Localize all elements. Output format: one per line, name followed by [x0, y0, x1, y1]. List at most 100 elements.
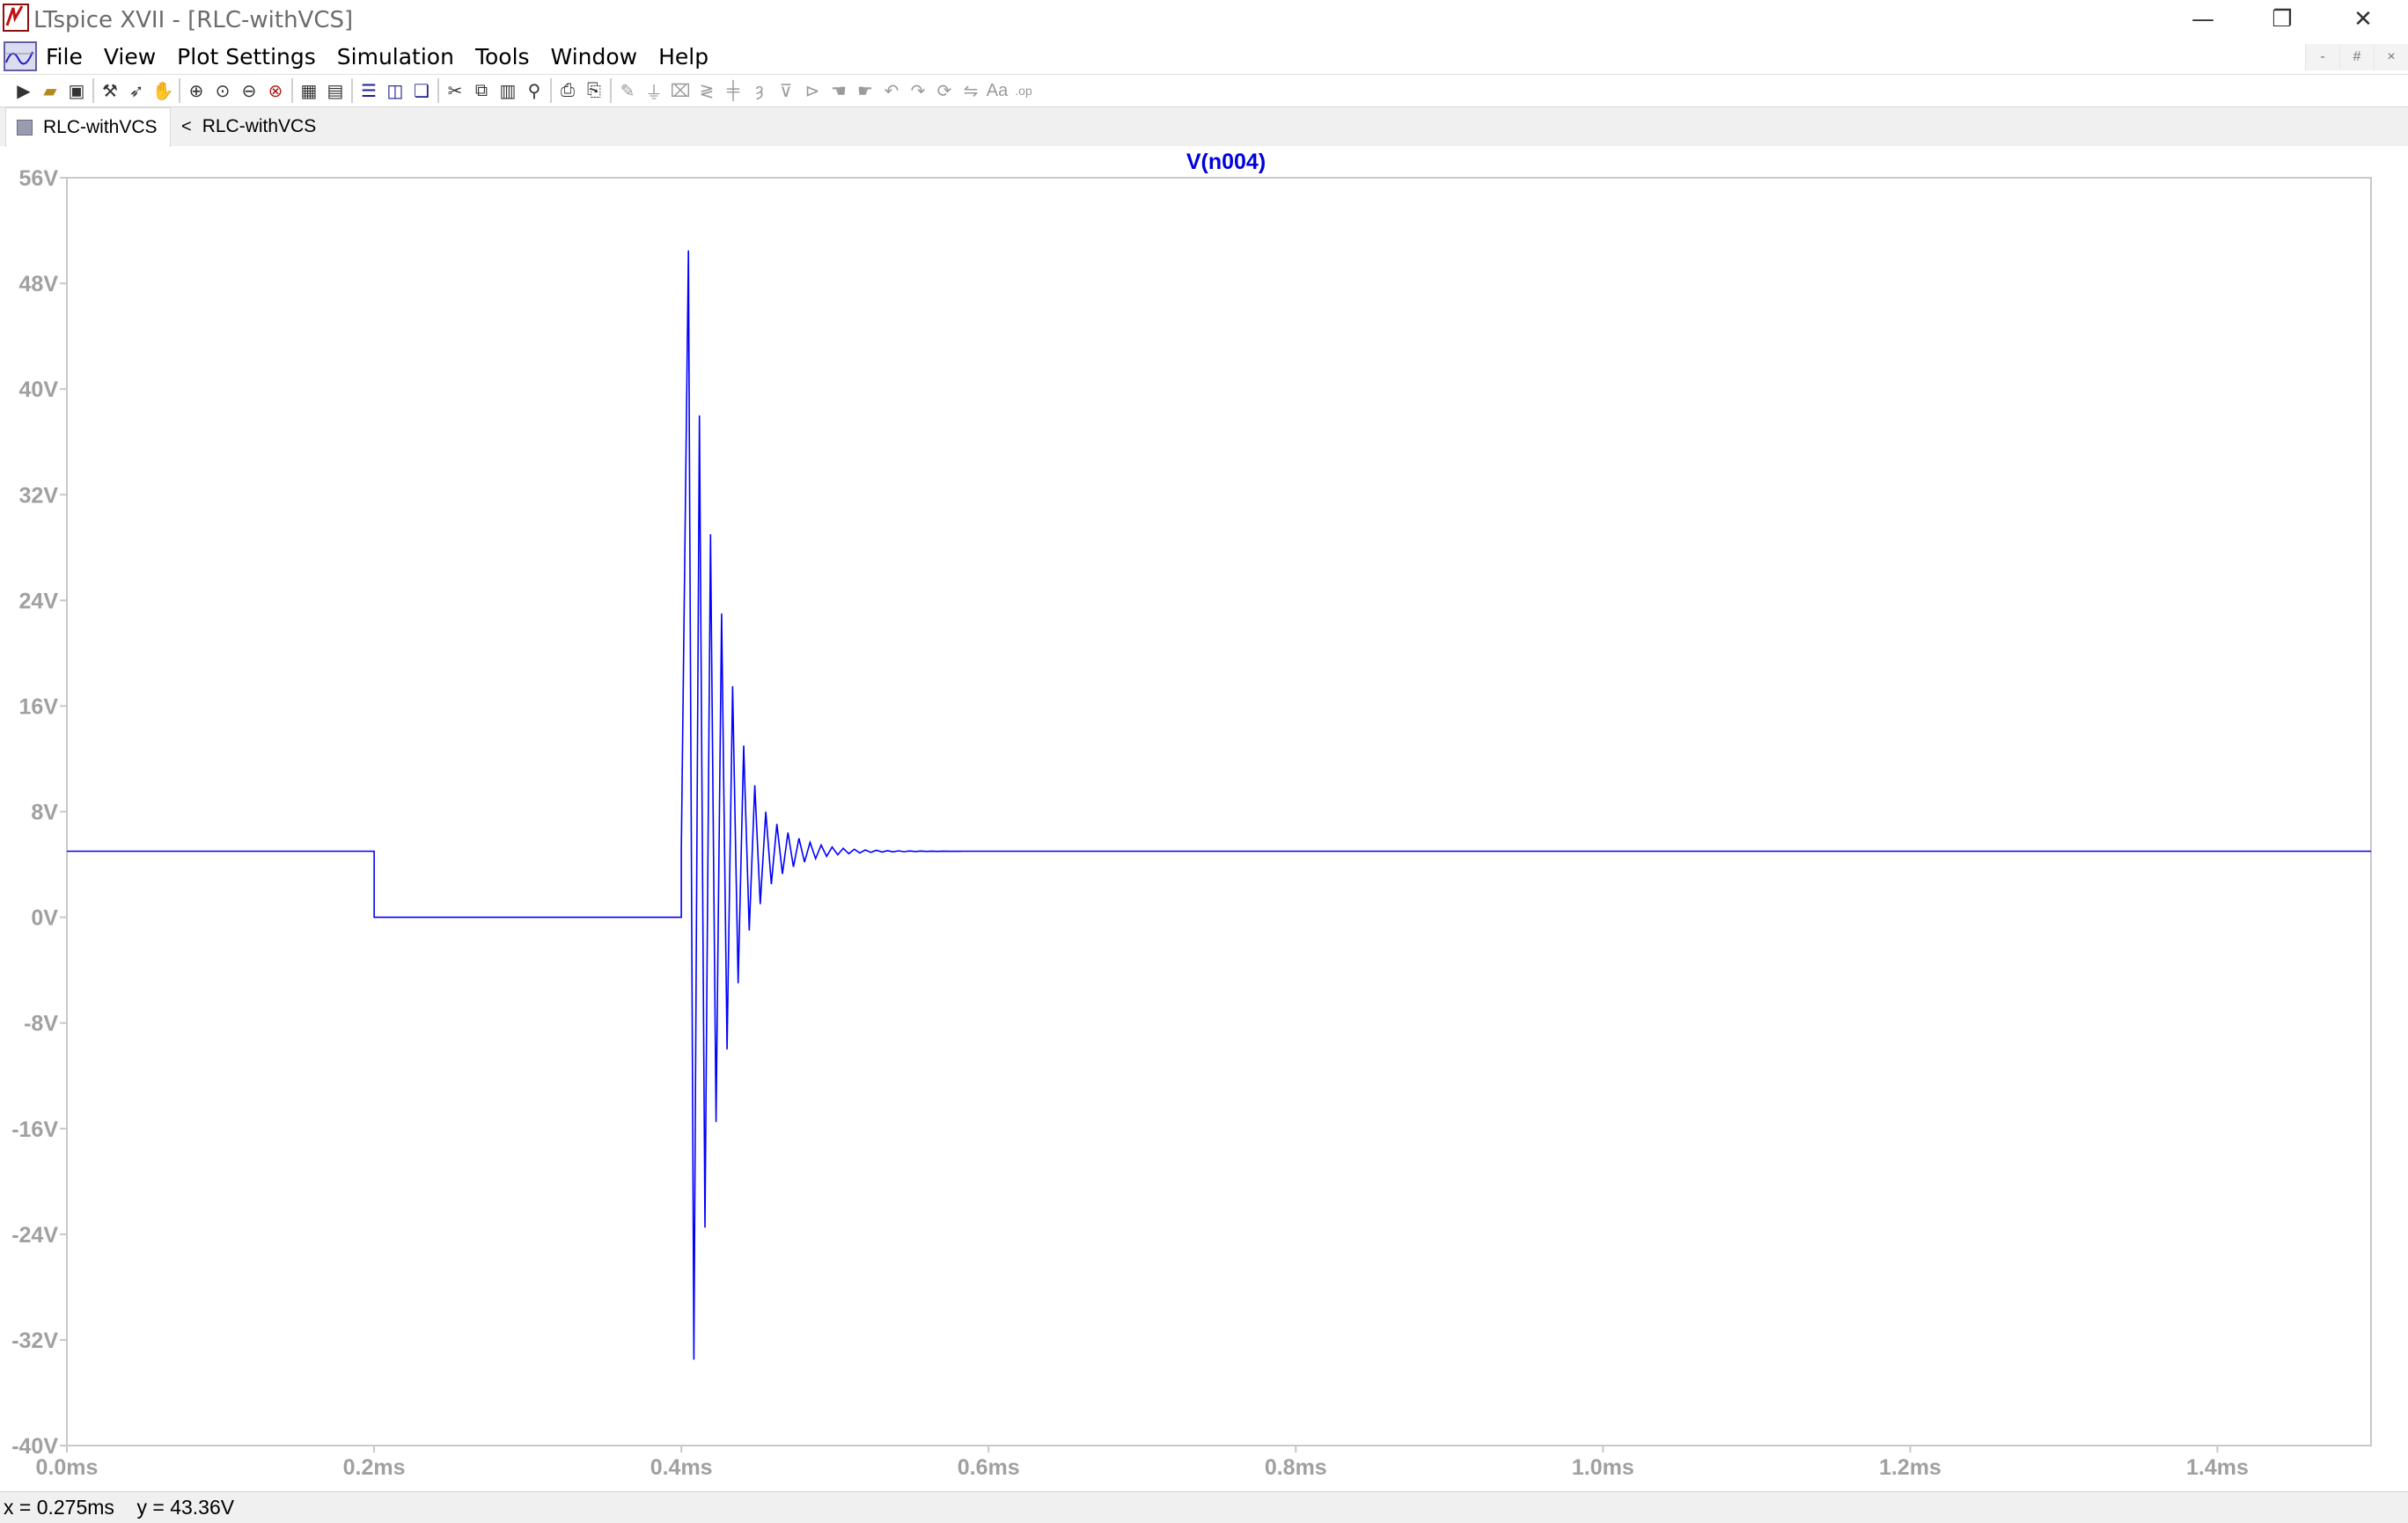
y-tick-label: 8V	[31, 801, 58, 825]
zoom-out-icon[interactable]: ⊖	[241, 81, 257, 101]
status-bar: x = 0.275ms y = 43.36V	[0, 1491, 2408, 1523]
y-tick-label: -8V	[24, 1012, 58, 1036]
y-tick-label: -16V	[11, 1117, 58, 1142]
cursor-readout: x = 0.275ms y = 43.36V	[4, 1496, 234, 1519]
x-tick-label: 0.8ms	[1265, 1455, 1327, 1480]
inductor-icon[interactable]: ȝ	[755, 80, 764, 100]
mdi-controls: - # ×	[2305, 44, 2408, 70]
waveform-window-icon[interactable]	[4, 41, 37, 71]
x-tick-label: 0.6ms	[958, 1455, 1020, 1480]
trace-title: V(n004)	[1186, 150, 1266, 174]
menu-view[interactable]: View	[103, 44, 157, 70]
mirror-icon[interactable]: ⇋	[963, 81, 979, 101]
toolbar-separator	[92, 78, 94, 103]
move-icon[interactable]: ☚	[831, 81, 847, 101]
text-icon[interactable]: Aa	[986, 80, 1009, 100]
menu-tools[interactable]: Tools	[474, 44, 530, 70]
y-tick-label: 56V	[19, 166, 59, 191]
toolbar-separator	[550, 78, 552, 103]
ground-icon[interactable]: ⏚	[645, 83, 663, 103]
open-icon[interactable]: ▰	[43, 81, 57, 101]
mdi-restore-button[interactable]: #	[2339, 44, 2374, 70]
toolbar: ▶ ▰ ▣ ⚒ ➶ ✋ ⊕ ⊙ ⊖ ⊗ ▦ ▤ ☰ ◫ ❏ ✂ ⧉ ▥ ⚲ ⎙ …	[0, 75, 2408, 108]
undo-icon[interactable]: ↶	[884, 81, 899, 101]
toolbar-separator	[437, 78, 439, 103]
restore-button[interactable]: ❐	[2272, 6, 2293, 33]
menu-help[interactable]: Help	[658, 44, 709, 70]
y-tick-label: 40V	[19, 377, 59, 402]
y-tick-label: 32V	[19, 483, 59, 508]
grid-icon[interactable]: ▤	[327, 81, 344, 101]
menu-file[interactable]: File	[46, 44, 83, 70]
x-readout: x = 0.275ms	[4, 1496, 114, 1519]
y-tick-label: 16V	[19, 694, 59, 719]
plot-frame	[66, 177, 2372, 1446]
title-bar: LTspice XVII - [RLC-withVCS] — ❐ ✕	[0, 0, 2408, 39]
mdi-close-button[interactable]: ×	[2374, 44, 2408, 70]
paste-icon[interactable]: ▥	[499, 81, 517, 101]
drag-icon[interactable]: ☛	[857, 81, 873, 101]
diode-icon[interactable]: ⊽	[779, 81, 793, 101]
x-tick-label: 1.2ms	[1879, 1455, 1942, 1480]
spice-directive-icon[interactable]: .op	[1015, 84, 1032, 98]
wire-icon[interactable]: ✎	[620, 81, 635, 101]
new-schematic-icon[interactable]: ▶	[17, 81, 31, 101]
y-tick-label: 48V	[19, 272, 59, 297]
print-icon[interactable]: ⎙	[561, 80, 575, 100]
find-icon[interactable]: ⚲	[527, 81, 541, 101]
tab-bar: RLC-withVCS < RLC-withVCS	[0, 107, 2408, 147]
cut-icon[interactable]: ✂	[447, 81, 463, 101]
zoom-in-icon[interactable]: ⊕	[188, 81, 204, 101]
y-readout: y = 43.36V	[136, 1496, 235, 1519]
y-tick-label: -24V	[11, 1223, 58, 1248]
tab-label: RLC-withVCS	[43, 117, 158, 137]
toolbar-separator	[179, 78, 180, 103]
run-icon[interactable]: ➶	[128, 81, 144, 101]
zoom-area-icon[interactable]: ⊙	[215, 81, 231, 101]
zoom-fit-icon[interactable]: ⊗	[268, 81, 283, 101]
toolbar-separator	[610, 78, 612, 103]
control-panel-icon[interactable]: ⚒	[102, 81, 118, 101]
x-tick-label: 0.2ms	[343, 1455, 406, 1480]
waveform-plot[interactable]: V(n004) 56V 48V 40V 32V 24V 16V 8V 0V -8V -16V -24V…	[0, 146, 2408, 1490]
toolbar-file-group: ▶ ▰ ▣ ⚒ ➶ ✋ ⊕ ⊙ ⊖ ⊗ ▦ ▤ ☰ ◫ ❏ ✂ ⧉ ▥ ⚲ ⎙ …	[11, 78, 1037, 103]
halt-icon[interactable]: ✋	[151, 81, 174, 101]
tab-waveform[interactable]: RLC-withVCS	[5, 107, 171, 147]
tab-schematic[interactable]: < RLC-withVCS	[173, 107, 325, 146]
toolbar-separator	[291, 78, 293, 103]
component-icon[interactable]: ⊳	[804, 81, 820, 101]
tab-label: RLC-withVCS	[202, 116, 317, 136]
y-tick-label: 24V	[19, 589, 59, 613]
autorange-icon[interactable]: ▦	[300, 81, 318, 101]
print-setup-icon[interactable]: ⎘	[587, 80, 601, 100]
menu-window[interactable]: Window	[550, 44, 638, 70]
toolbar-separator	[351, 78, 353, 103]
minimize-button[interactable]: —	[2191, 6, 2214, 33]
resistor-icon[interactable]: ≷	[699, 81, 715, 101]
save-icon[interactable]: ▣	[68, 81, 85, 101]
cascade-icon[interactable]: ❏	[414, 81, 429, 101]
schematic-tab-icon: <	[181, 116, 192, 136]
copy-icon[interactable]: ⧉	[474, 80, 488, 100]
tile-horizontal-icon[interactable]: ☰	[361, 81, 377, 101]
menu-simulation[interactable]: Simulation	[336, 44, 454, 70]
label-icon[interactable]: ⌧	[670, 81, 691, 101]
x-tick-label: 0.4ms	[650, 1455, 713, 1480]
waveform-tab-icon	[17, 120, 33, 135]
redo-icon[interactable]: ↷	[910, 81, 926, 101]
x-tick-label: 1.4ms	[2186, 1455, 2249, 1480]
x-tick-label: 1.0ms	[1572, 1455, 1634, 1480]
y-tick-label: -40V	[11, 1434, 58, 1459]
y-tick-label: -32V	[11, 1329, 58, 1353]
close-button[interactable]: ✕	[2353, 6, 2373, 33]
mdi-minimize-button[interactable]: -	[2305, 44, 2339, 70]
x-tick-label: 0.0ms	[36, 1455, 99, 1480]
ltspice-logo-icon	[3, 4, 29, 32]
menu-plot-settings[interactable]: Plot Settings	[177, 44, 316, 70]
capacitor-icon[interactable]: ╪	[726, 80, 740, 100]
menu-bar: File View Plot Settings Simulation Tools…	[0, 39, 2408, 75]
y-tick-label: 0V	[31, 906, 58, 931]
trace-v-n004	[67, 250, 2371, 1360]
tile-vertical-icon[interactable]: ◫	[386, 81, 404, 101]
rotate-icon[interactable]: ⟳	[936, 81, 952, 101]
